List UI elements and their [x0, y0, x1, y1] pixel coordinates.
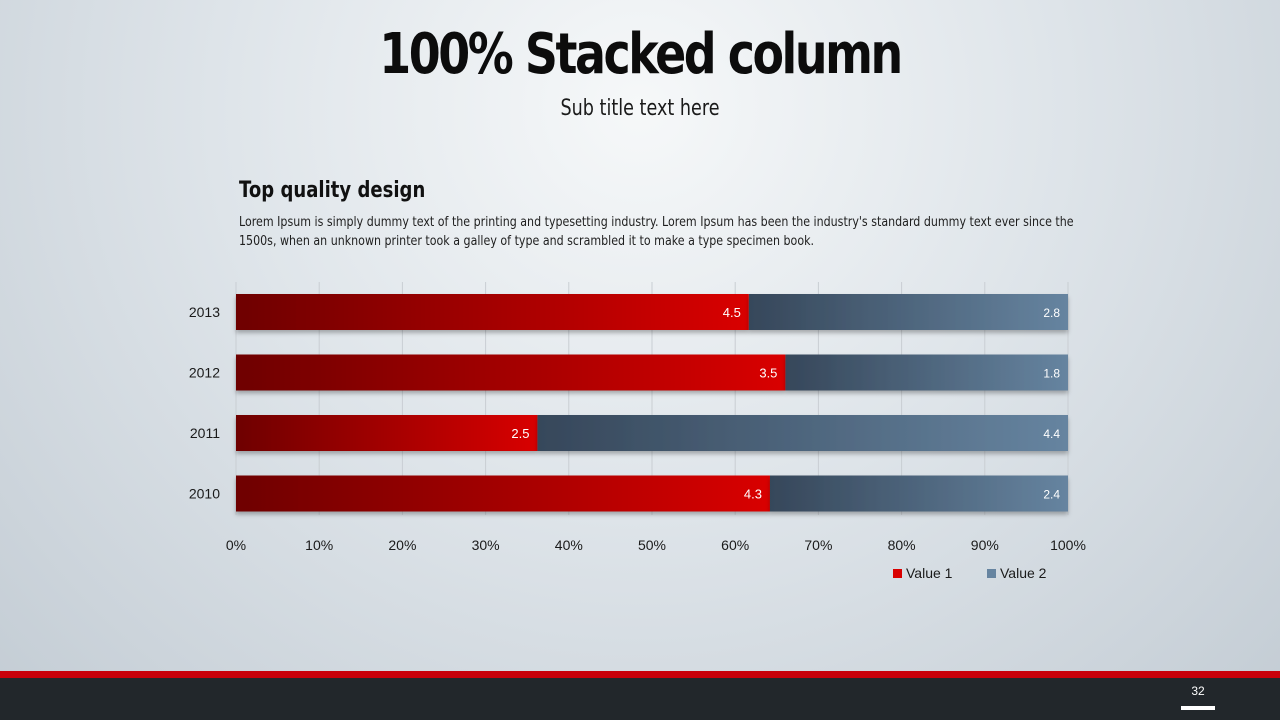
bar-value1 — [236, 354, 786, 391]
bar-value1 — [236, 294, 749, 330]
x-tick-label: 90% — [971, 537, 999, 553]
x-tick-label: 10% — [305, 537, 333, 553]
bar-value2 — [537, 415, 1068, 451]
data-label-value2: 1.8 — [1043, 367, 1060, 381]
bar-value2 — [769, 475, 1068, 512]
category-label: 2011 — [190, 425, 220, 441]
bar-value2 — [785, 354, 1068, 391]
bar-value1 — [236, 415, 538, 451]
x-tick-label: 100% — [1050, 537, 1086, 553]
page-number: 32 — [1191, 684, 1205, 698]
x-tick-label: 30% — [472, 537, 500, 553]
x-tick-label: 0% — [226, 537, 246, 553]
category-label: 2012 — [189, 365, 220, 381]
chart-axis-ticks: 0% 10% 20% 30% 40% 50% 60% 70% 80% 90% 100% — [226, 537, 1086, 553]
chart-data-labels: 4.5 2.8 3.5 1.8 2.5 4.4 4.3 2.4 — [511, 305, 1060, 502]
x-tick-label: 50% — [638, 537, 666, 553]
data-label-value1: 2.5 — [511, 426, 529, 441]
slide-title: 100% Stacked column — [379, 22, 903, 87]
data-label-value2: 4.4 — [1043, 427, 1060, 441]
x-tick-label: 20% — [388, 537, 416, 553]
chart-legend: Value 1 Value 2 — [893, 565, 1047, 581]
section-heading: Top quality design — [239, 178, 426, 203]
stacked-bar-chart: 4.5 2.83.5 1.82.5 4.44.3 2.4 201320122011201… — [189, 282, 1086, 581]
data-label-value2: 2.4 — [1043, 488, 1060, 502]
chart-category-labels: 2013 2012 2011 2010 — [189, 304, 220, 502]
legend-label: Value 1 — [906, 565, 953, 581]
data-label-value1: 4.3 — [744, 487, 762, 502]
data-label-value1: 3.5 — [759, 366, 777, 381]
x-tick-label: 60% — [721, 537, 749, 553]
footer-bar — [0, 678, 1280, 720]
bar-value2 — [748, 294, 1068, 330]
category-label: 2010 — [189, 486, 220, 502]
legend-swatch — [987, 569, 996, 578]
legend-label: Value 2 — [1000, 565, 1047, 581]
chart-bars — [236, 294, 1068, 512]
x-tick-label: 80% — [888, 537, 916, 553]
bar-value1 — [236, 475, 770, 512]
category-label: 2013 — [189, 304, 220, 320]
slide-subtitle: Sub title text here — [560, 96, 720, 121]
body-text: Lorem Ipsum is simply dummy text of the … — [239, 214, 1074, 249]
legend-swatch — [893, 569, 902, 578]
footer-accent-stripe — [0, 671, 1280, 678]
data-label-value2: 2.8 — [1043, 306, 1060, 320]
data-label-value1: 4.5 — [723, 305, 741, 320]
x-tick-label: 40% — [555, 537, 583, 553]
x-tick-label: 70% — [804, 537, 832, 553]
page-number-underline — [1181, 706, 1215, 710]
